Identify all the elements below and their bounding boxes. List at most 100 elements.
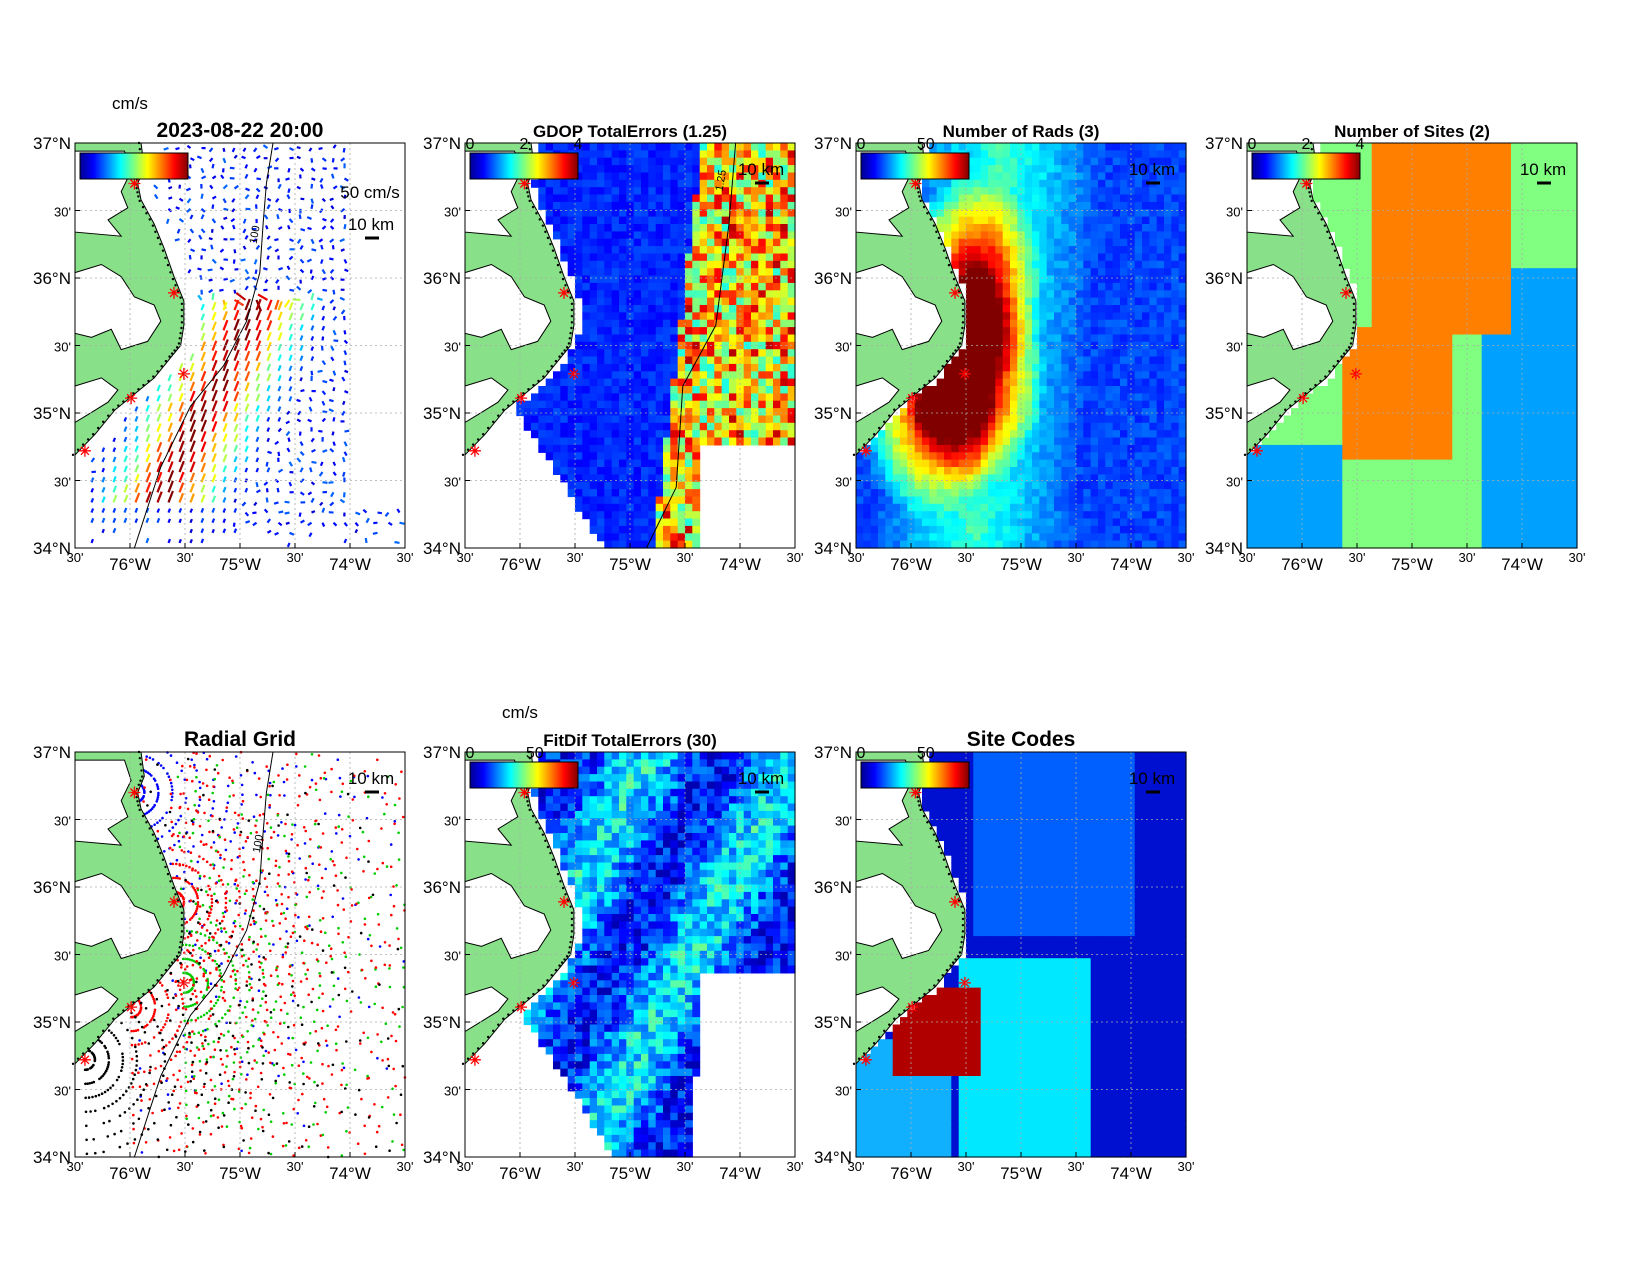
data-cell <box>633 444 642 453</box>
data-cell <box>966 400 974 409</box>
data-cell <box>878 511 886 520</box>
data-cell <box>597 408 605 417</box>
data-cell <box>1032 275 1040 284</box>
data-cell <box>1061 157 1070 166</box>
data-cell <box>1017 452 1026 461</box>
data-cell <box>1024 290 1033 299</box>
data-cell <box>575 187 583 196</box>
data-cell <box>758 349 767 358</box>
data-cell <box>780 143 789 151</box>
data-cell <box>856 467 864 475</box>
current-vector <box>342 147 346 153</box>
data-cell <box>1039 511 1048 520</box>
data-cell <box>1142 187 1150 196</box>
data-cell <box>641 150 649 159</box>
data-cell <box>966 172 974 181</box>
data-cell <box>604 430 613 439</box>
data-cell <box>1076 533 1084 542</box>
data-cell <box>995 415 1004 424</box>
data-cell <box>856 503 864 512</box>
data-cell <box>995 216 1004 225</box>
current-vector <box>286 194 291 200</box>
data-cell <box>1046 503 1055 512</box>
data-cell <box>1046 201 1055 210</box>
data-cell <box>721 312 730 321</box>
data-cell <box>973 187 982 196</box>
data-cell <box>966 371 974 380</box>
data-cell <box>685 474 693 483</box>
data-cell <box>892 467 901 475</box>
data-cell <box>1156 371 1165 380</box>
data-cell <box>538 437 547 446</box>
data-cell <box>1010 430 1018 439</box>
current-vector <box>167 432 174 443</box>
data-cell <box>721 275 730 284</box>
data-cell <box>619 518 627 527</box>
data-cell <box>685 452 693 461</box>
data-cell <box>589 165 598 174</box>
data-cell <box>641 187 649 196</box>
data-cell <box>619 224 627 232</box>
data-cell <box>641 327 649 336</box>
data-cell <box>1010 312 1018 321</box>
data-cell <box>707 157 715 166</box>
coast-detail <box>955 284 958 287</box>
data-cell <box>922 187 930 196</box>
data-cell <box>973 386 982 394</box>
data-cell <box>1024 275 1033 284</box>
data-cell <box>721 165 730 174</box>
data-cell <box>1076 467 1084 475</box>
data-cell <box>1046 422 1055 431</box>
data-cell <box>1068 489 1077 498</box>
data-cell <box>1105 452 1114 461</box>
data-cell <box>589 327 598 336</box>
data-cell <box>1149 422 1158 431</box>
current-vector <box>156 384 161 392</box>
data-cell <box>936 474 945 483</box>
data-cell <box>1039 201 1048 210</box>
coast-detail <box>528 199 531 203</box>
data-cell <box>699 363 708 372</box>
data-cell <box>780 400 789 409</box>
data-cell <box>648 260 657 269</box>
data-cell <box>1098 172 1106 181</box>
current-vector <box>332 471 337 477</box>
data-cell <box>751 319 759 328</box>
current-vector <box>145 517 150 524</box>
data-cell <box>641 518 649 527</box>
data-cell <box>655 327 664 336</box>
data-cell <box>1039 386 1048 394</box>
data-cell <box>1032 474 1040 483</box>
data-cell <box>604 349 613 358</box>
coast-detail <box>541 224 545 227</box>
data-cell <box>1068 386 1077 394</box>
data-cell <box>619 341 627 350</box>
data-cell <box>973 422 982 431</box>
data-cell <box>707 319 715 328</box>
data-cell <box>648 400 657 409</box>
data-cell <box>597 474 605 483</box>
data-cell <box>1024 143 1033 151</box>
data-cell <box>966 246 974 255</box>
radar-site-marker <box>906 392 919 405</box>
data-cell <box>922 518 930 527</box>
data-cell <box>626 157 635 166</box>
data-cell <box>1024 209 1033 218</box>
coast-detail <box>180 314 184 318</box>
current-vector <box>112 494 118 503</box>
data-cell <box>1156 503 1165 512</box>
data-cell <box>929 179 938 188</box>
data-cell <box>966 525 974 534</box>
data-cell <box>633 393 642 402</box>
data-cell <box>1171 179 1180 188</box>
data-cell <box>1032 150 1040 159</box>
current-vector <box>222 412 229 422</box>
data-cell <box>663 489 671 498</box>
data-cell <box>1010 172 1018 181</box>
data-cell <box>567 209 576 218</box>
data-cell <box>1039 209 1048 218</box>
data-cell <box>626 408 635 417</box>
data-cell <box>597 452 605 461</box>
data-cell <box>1046 415 1055 424</box>
data-cell <box>885 518 894 527</box>
